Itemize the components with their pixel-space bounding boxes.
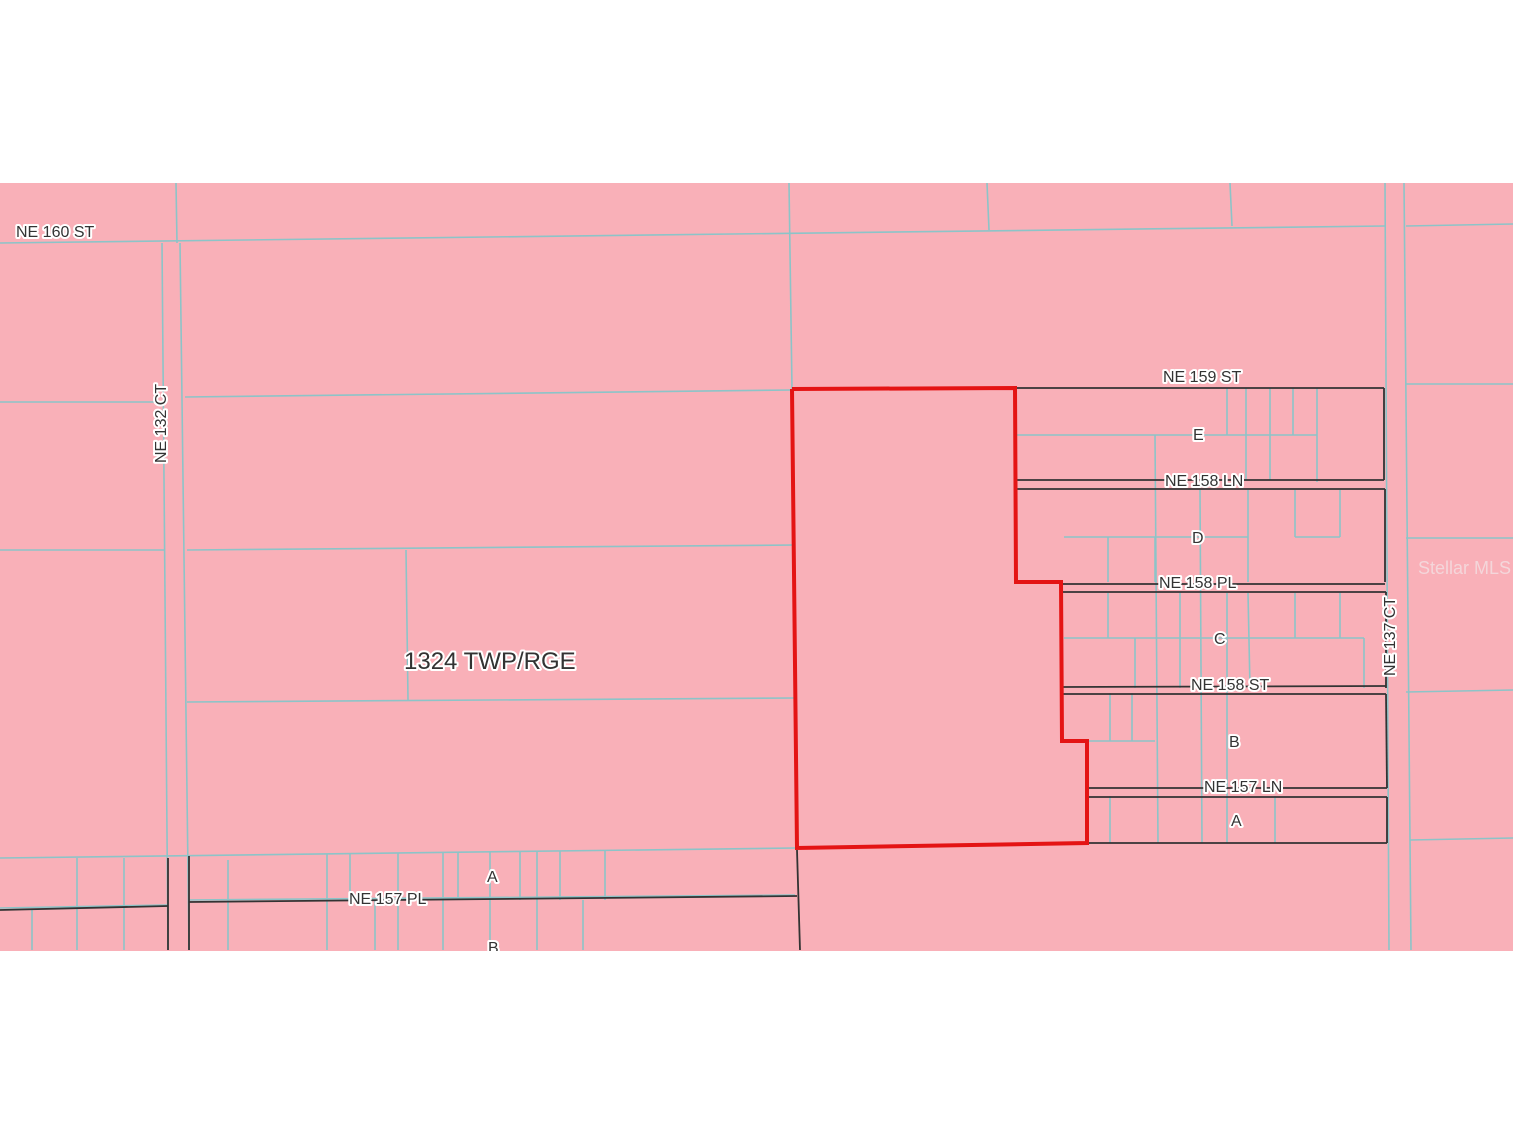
street-label-ne-158-st: NE 158 ST (1191, 677, 1269, 694)
street-label-ne-137-ct: NE 137 CT (1382, 597, 1399, 676)
parcel-boundary-line (1247, 592, 1251, 689)
parcel-map[interactable]: NE 160 ST NE 132 CT NE 159 ST NE 158 LN … (0, 183, 1513, 951)
parcel-boundary-line (175, 183, 178, 244)
subject-property-outline[interactable] (790, 385, 1089, 851)
parcel-boundary-line (0, 904, 169, 909)
street-label-ne-158-pl: NE 158 PL (1159, 575, 1236, 592)
street-label-ne-132-ct: NE 132 CT (153, 384, 170, 463)
map-background (0, 183, 1513, 951)
parcel-boundary-line (1405, 223, 1513, 227)
block-label-b: B (1229, 734, 1240, 751)
parcel-boundary-line (186, 697, 796, 703)
parcel-boundary-line (188, 894, 796, 901)
street-label-ne-160-st: NE 160 ST (16, 224, 94, 241)
block-label-a-east: A (1231, 813, 1242, 830)
township-range-label: 1324 TWP/RGE (404, 648, 576, 675)
parcel-boundary-line (179, 242, 190, 951)
block-label-e: E (1193, 427, 1204, 444)
parcel-boundary-line (1405, 689, 1513, 693)
parcel-boundary-line (1384, 183, 1390, 951)
subdivision-lines (0, 387, 1388, 951)
block-label-c: C (1214, 631, 1226, 648)
street-label-ne-159-st: NE 159 ST (1163, 369, 1241, 386)
subdivision-boundary-line (796, 849, 801, 951)
subdivision-boundary-line (1061, 685, 1387, 688)
parcel-lines (0, 183, 1513, 951)
block-label-d: D (1192, 530, 1204, 547)
street-label-ne-157-pl: NE 157 PL (349, 891, 426, 908)
subdivision-boundary-line (0, 905, 169, 911)
watermark: Stellar MLS (1418, 558, 1511, 578)
parcel-boundary-line (405, 549, 409, 701)
parcel-boundary-line (986, 183, 990, 231)
street-label-ne-158-ln: NE 158 LN (1165, 473, 1243, 490)
parcel-boundary-line (1199, 489, 1203, 844)
parcel-boundary-line (788, 183, 793, 390)
subdivision-boundary-line (1385, 693, 1388, 789)
street-label-ne-157-ln: NE 157 LN (1204, 779, 1282, 796)
parcel-boundary-line (0, 225, 1386, 244)
subdivision-boundary-line (188, 895, 798, 903)
parcel-boundary-line (1229, 183, 1233, 227)
parcel-boundary-line (184, 389, 793, 398)
block-label-b-west: B (488, 940, 499, 951)
parcel-boundary-line (1409, 837, 1513, 841)
parcel-boundary-line (1154, 434, 1159, 844)
parcel-boundary-line (186, 544, 796, 551)
parcel-boundary-line (1403, 183, 1412, 951)
parcel-boundary-line (161, 242, 169, 951)
block-label-a-west: A (487, 869, 498, 886)
